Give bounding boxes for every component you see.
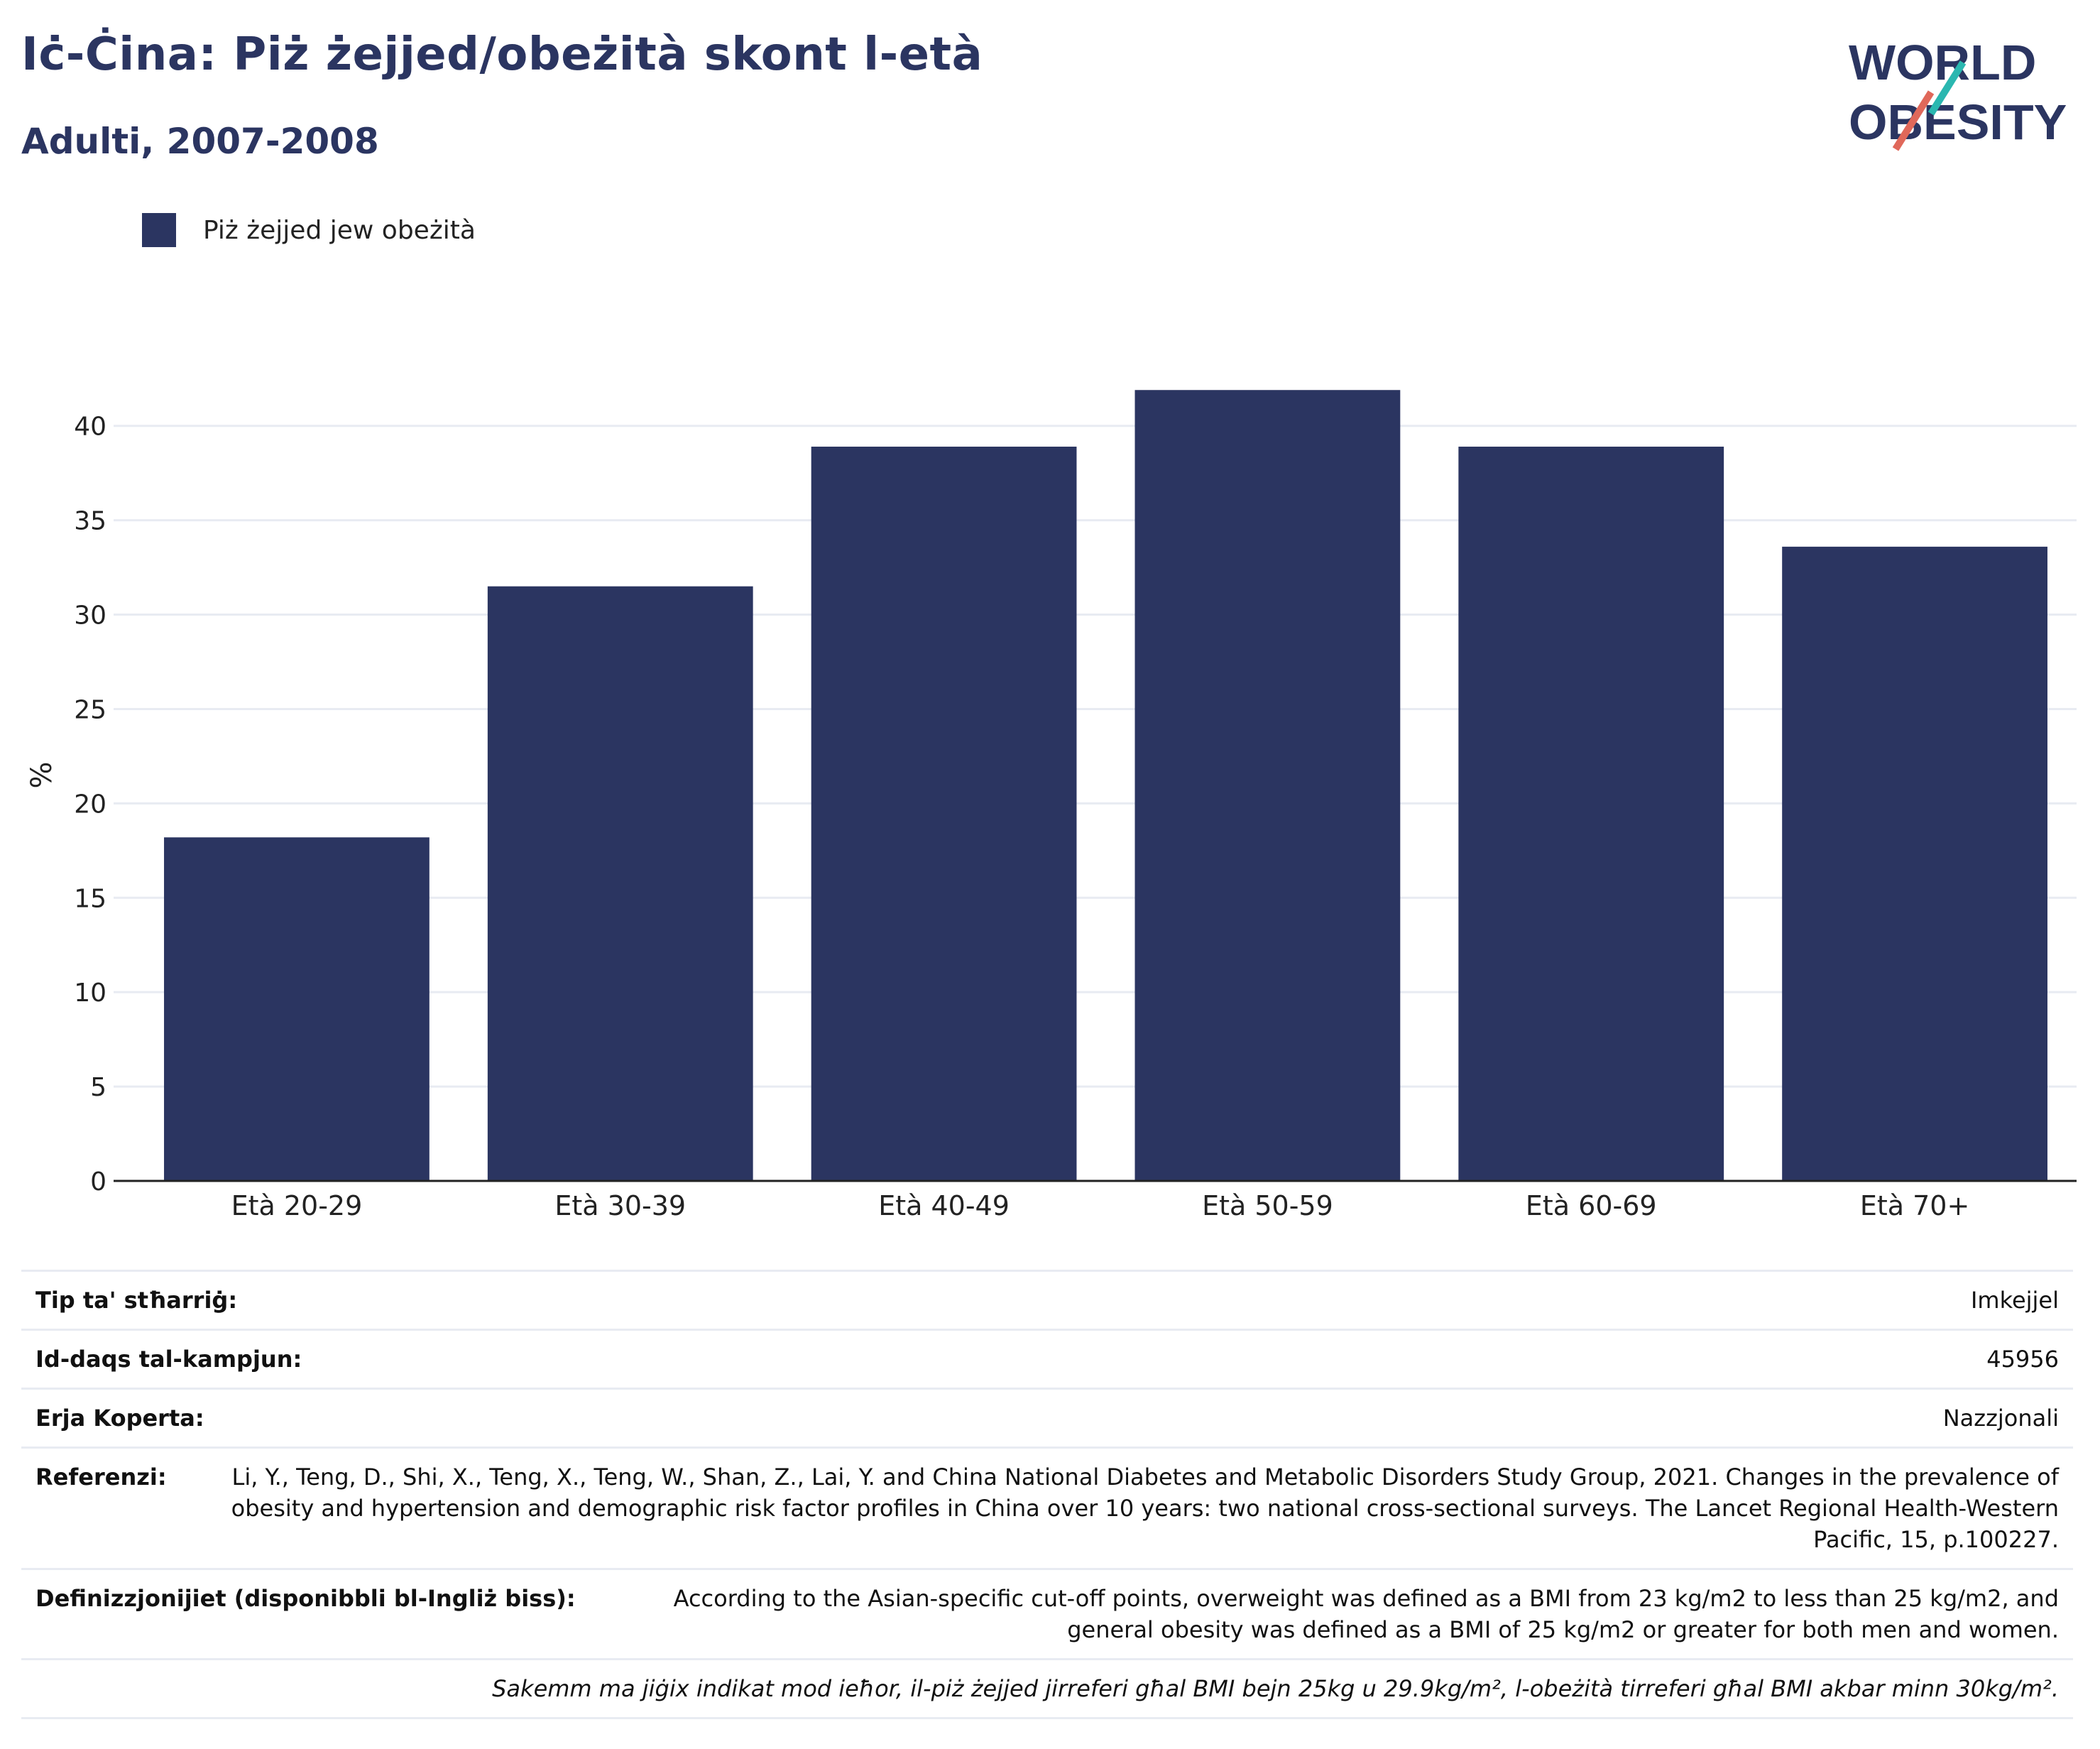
info-note: Sakemm ma jiġix indikat mod ieħor, il-pi… — [492, 1675, 2059, 1702]
y-tick-label: 5 — [90, 1073, 106, 1102]
world-obesity-logo: WORLD OBESITY — [1849, 35, 2067, 151]
bar — [164, 837, 430, 1181]
y-tick-label: 30 — [74, 601, 106, 631]
info-table: Tip ta' stħarriġ: Imkejjel Id-daqs tal-k… — [21, 1270, 2073, 1719]
bar — [487, 586, 753, 1181]
info-row-sample-size: Id-daqs tal-kampjun: 45956 — [21, 1329, 2073, 1388]
info-row-note: Sakemm ma jiġix indikat mod ieħor, il-pi… — [21, 1658, 2073, 1719]
bar — [1134, 390, 1401, 1181]
logo-slash-coral — [1892, 90, 1935, 151]
info-value: Li, Y., Teng, D., Shi, X., Teng, X., Ten… — [231, 1464, 2059, 1553]
y-tick-label: 20 — [74, 790, 106, 819]
y-tick-label: 25 — [74, 695, 106, 724]
logo-line2: OBESITY — [1849, 94, 2067, 150]
logo-line1: WORLD — [1849, 35, 2036, 90]
y-tick-label: 15 — [74, 884, 106, 913]
info-value: 45956 — [1986, 1346, 2059, 1373]
legend-label: Piż żejjed jew obeżità — [203, 215, 476, 245]
info-row-area-covered: Erja Koperta: Nazzjonali — [21, 1388, 2073, 1446]
x-tick-label: Età 20-29 — [231, 1190, 363, 1221]
x-tick-label: Età 70+ — [1860, 1190, 1969, 1221]
info-row-definitions: Definizzjonijiet (disponibbli bl-Ingliż … — [21, 1568, 2073, 1658]
bar — [1782, 546, 2047, 1181]
info-value: Nazzjonali — [1942, 1405, 2059, 1432]
x-tick-label: Età 50-59 — [1202, 1190, 1333, 1221]
y-tick-label: 10 — [74, 979, 106, 1008]
logo-slash-teal — [1927, 60, 1967, 116]
info-label: Id-daqs tal-kampjun: — [35, 1346, 302, 1373]
chart-subtitle: Adulti, 2007-2008 — [21, 121, 379, 162]
y-axis-label: % — [26, 761, 58, 788]
bar-chart: 0 5 10 15 20 25 30 35 40 Età 20-29 Età 30-39 Età 40… — [26, 390, 2077, 1221]
info-row-references: Referenzi: Li, Y., Teng, D., Shi, X., Te… — [21, 1446, 2073, 1568]
x-tick-label: Età 60-69 — [1526, 1190, 1657, 1221]
info-value: Imkejjel — [1970, 1287, 2059, 1314]
chart-title: Iċ-Ċina: Piż żejjed/obeżità skont l-età — [21, 28, 983, 81]
chart-legend: Piż żejjed jew obeżità — [142, 213, 476, 247]
y-tick-label: 35 — [74, 507, 106, 536]
bar — [811, 446, 1077, 1182]
x-tick-label: Età 30-39 — [554, 1190, 686, 1221]
info-label-empty — [35, 1673, 64, 1704]
bar — [1458, 446, 1724, 1182]
x-tick-label: Età 40-49 — [878, 1190, 1010, 1221]
y-tick-label: 40 — [74, 413, 106, 442]
y-tick-label: 0 — [90, 1167, 106, 1197]
info-label: Definizzjonijiet (disponibbli bl-Ingliż … — [35, 1585, 576, 1612]
info-label: Erja Koperta: — [35, 1405, 204, 1432]
info-label: Referenzi: — [35, 1464, 167, 1491]
info-row-survey-type: Tip ta' stħarriġ: Imkejjel — [21, 1270, 2073, 1329]
legend-swatch — [142, 213, 176, 247]
info-label: Tip ta' stħarriġ: — [35, 1287, 238, 1314]
info-value: According to the Asian-specific cut-off … — [673, 1585, 2059, 1643]
